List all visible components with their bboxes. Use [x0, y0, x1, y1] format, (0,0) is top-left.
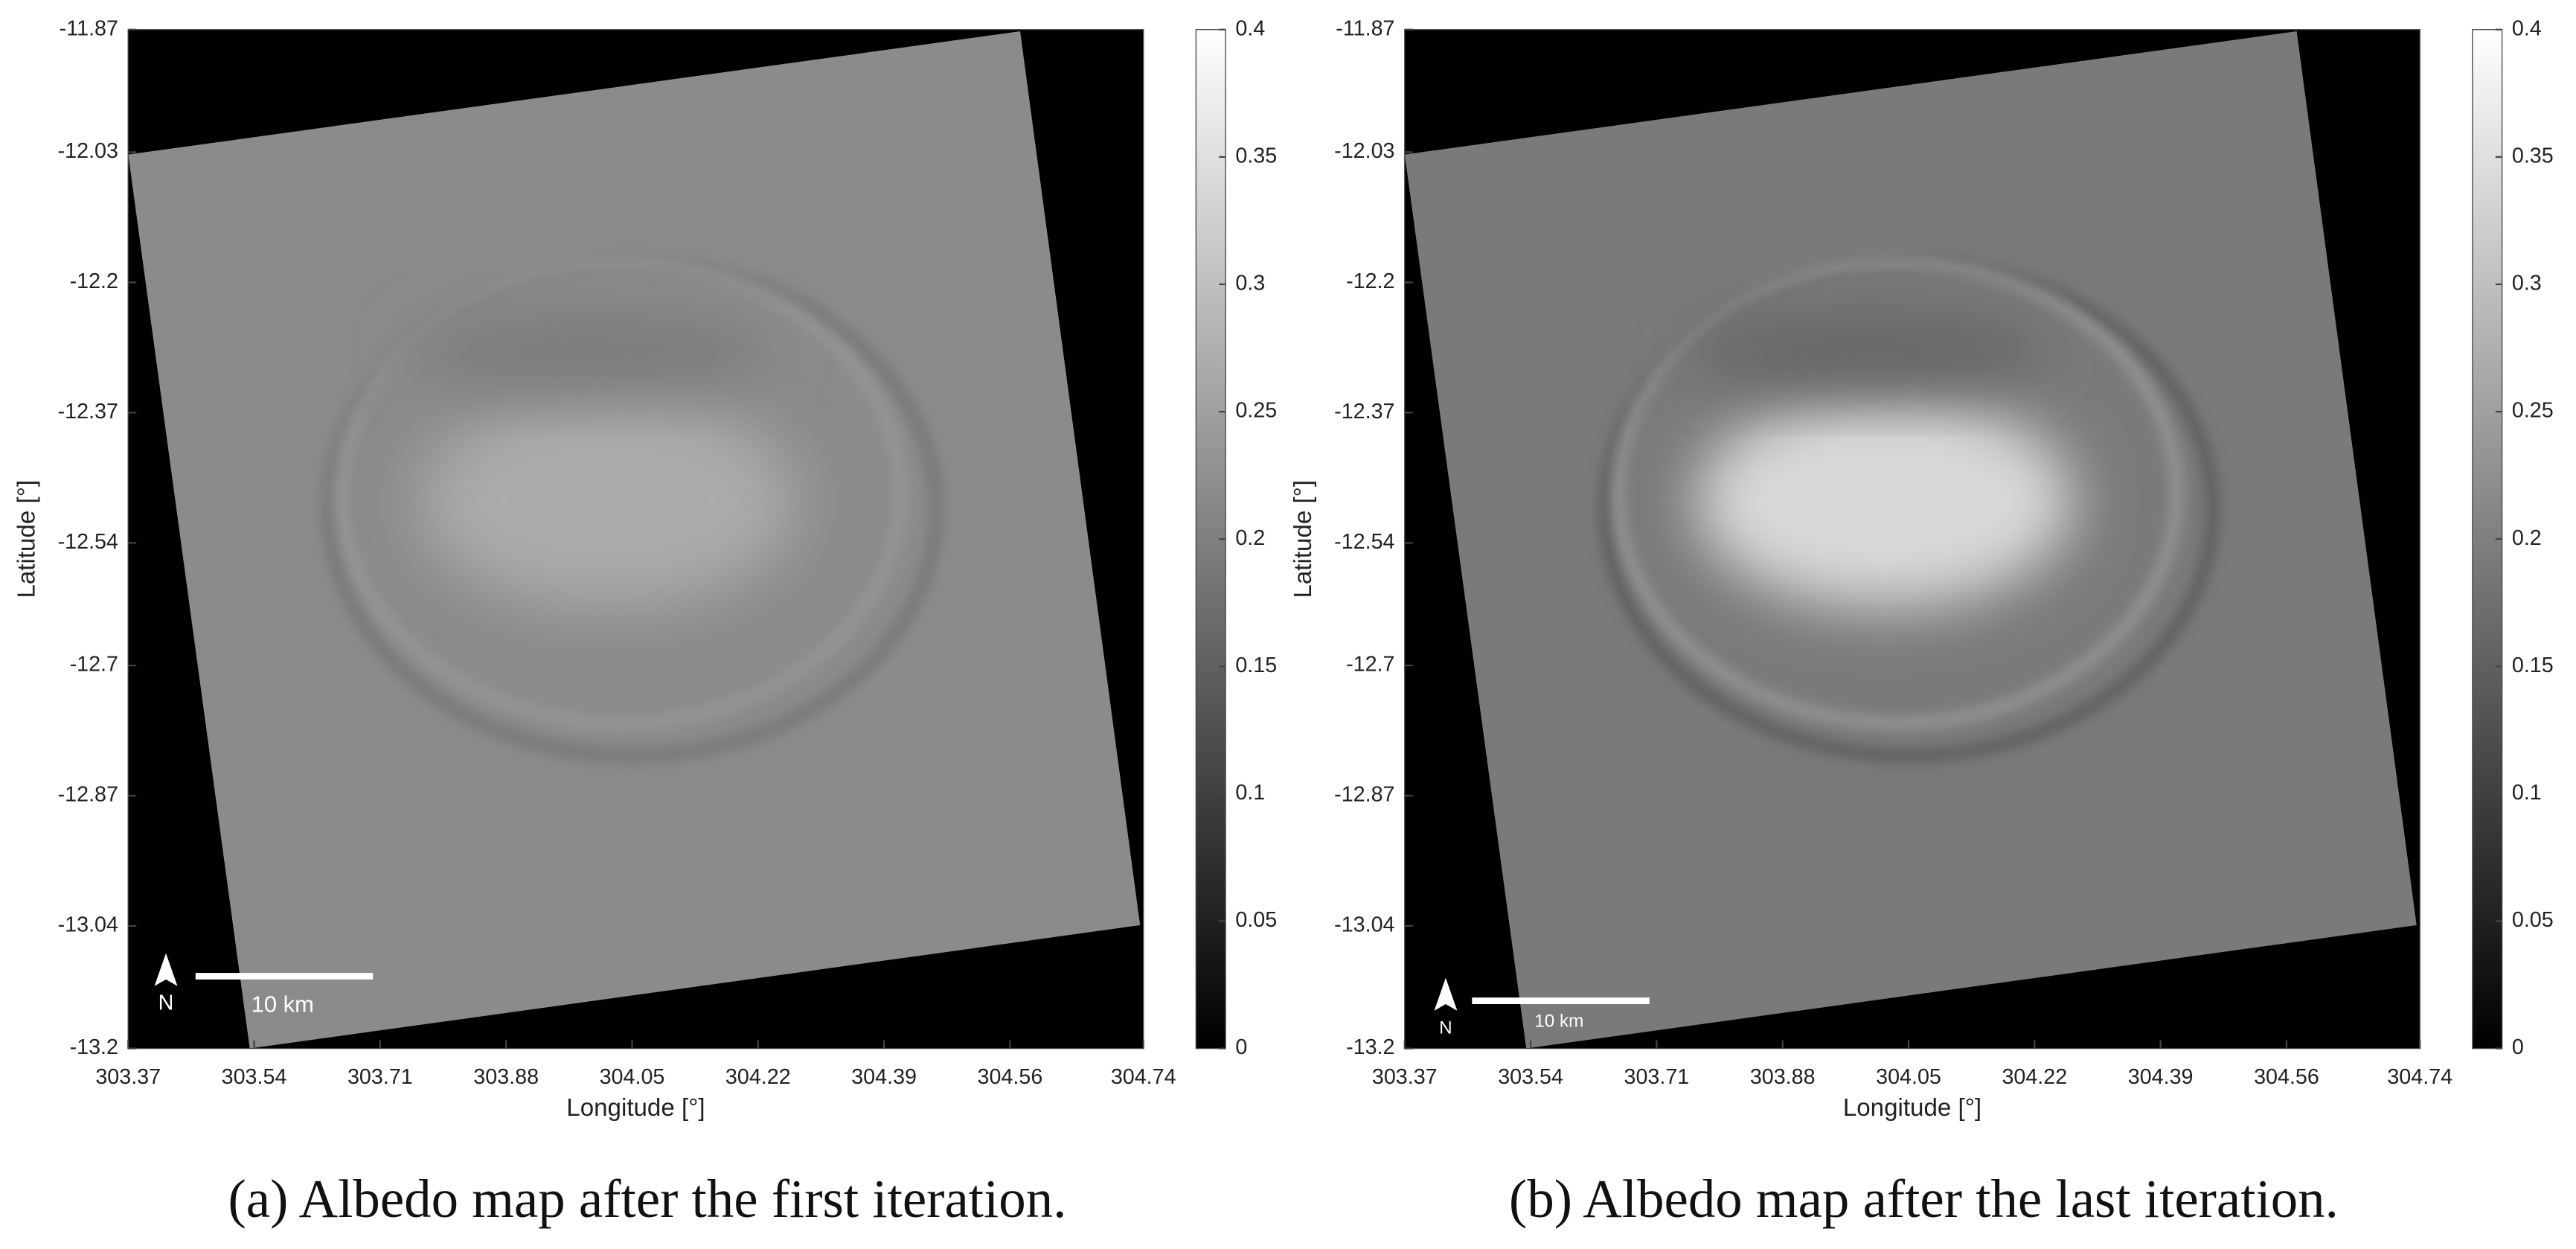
- x-axis-label: Longitude [°]: [566, 1094, 705, 1122]
- colorbar-tick-label: 0.15: [2512, 654, 2554, 677]
- bright-region: [419, 394, 797, 608]
- colorbar-tick-label: 0.2: [1235, 526, 1265, 550]
- x-tick-label: 303.37: [1372, 1065, 1438, 1089]
- colorbar-tick-label: 0.1: [2512, 781, 2542, 805]
- x-axis-label: Longitude [°]: [1843, 1094, 1981, 1122]
- colorbar-tick-label: 0.35: [2512, 144, 2554, 167]
- x-tick-label: 304.74: [1111, 1065, 1176, 1089]
- colorbar-tick-label: 0.4: [2512, 16, 2542, 40]
- north-label: N: [158, 991, 174, 1015]
- x-tick-label: 303.88: [473, 1065, 539, 1089]
- north-arrow: [1434, 977, 1458, 1011]
- x-tick-label: 304.39: [2128, 1065, 2194, 1089]
- y-axis-label: Latitude [°]: [13, 480, 40, 598]
- y-tick-label: -11.87: [60, 16, 118, 40]
- y-tick-label: -12.37: [1334, 400, 1394, 424]
- y-tick-label: -12.7: [70, 653, 118, 677]
- caption: (b) Albedo map after the last iteration.: [1509, 1169, 2339, 1229]
- y-tick-label: -13.2: [70, 1035, 118, 1059]
- colorbar-tick-label: 0.3: [2512, 272, 2542, 296]
- x-tick-label: 303.37: [95, 1065, 161, 1089]
- y-tick-label: -12.7: [1346, 653, 1394, 677]
- dark-region: [410, 312, 772, 394]
- x-tick-label: 303.71: [347, 1065, 413, 1089]
- crater-rim: [336, 258, 906, 729]
- x-tick-label: 304.05: [1876, 1065, 1941, 1089]
- dark-region: [1687, 312, 2049, 394]
- scale-bar-label: 10 km: [251, 991, 314, 1017]
- albedo-image: [128, 31, 1141, 1049]
- colorbar-tick-label: 0.4: [1235, 16, 1265, 40]
- x-tick-label: 303.54: [1498, 1065, 1563, 1089]
- north-label: N: [1439, 1018, 1452, 1038]
- x-tick-label: 304.56: [2254, 1065, 2319, 1089]
- colorbar-tick-label: 0.15: [1235, 654, 1277, 677]
- colorbar-tick-label: 0.3: [1235, 272, 1265, 296]
- colorbar-tick-label: 0.05: [1235, 908, 1277, 932]
- colorbar-tick-label: 0.2: [2512, 526, 2542, 550]
- x-tick-label: 303.88: [1750, 1065, 1816, 1089]
- y-tick-label: -12.87: [1334, 783, 1394, 807]
- y-tick-label: -12.2: [1346, 269, 1394, 293]
- scale-bar-label: 10 km: [1534, 1012, 1583, 1032]
- x-tick-label: 304.74: [2387, 1065, 2452, 1089]
- x-tick-label: 304.22: [725, 1065, 791, 1089]
- x-tick-label: 303.54: [222, 1065, 287, 1089]
- image-content: [128, 31, 1141, 1049]
- albedo-image: [1404, 31, 2417, 1049]
- y-tick-label: -12.54: [1334, 530, 1394, 554]
- y-tick-label: -12.87: [58, 783, 118, 807]
- y-tick-label: -12.54: [58, 530, 118, 554]
- y-tick-label: -12.2: [70, 269, 118, 293]
- x-tick-label: 304.39: [851, 1065, 917, 1089]
- y-tick-label: -13.2: [1346, 1035, 1394, 1059]
- colorbar-tick-label: 0.25: [2512, 399, 2554, 423]
- y-tick-label: -12.03: [1334, 139, 1394, 163]
- caption: (a) Albedo map after the first iteration…: [228, 1169, 1066, 1229]
- image-content: [1404, 31, 2417, 1049]
- colorbar-tick-label: 0: [1235, 1035, 1247, 1059]
- axes-frame: [1404, 29, 2420, 1050]
- x-tick-label: 303.71: [1624, 1065, 1690, 1089]
- x-tick-label: 304.56: [978, 1065, 1043, 1089]
- scale-bar: [195, 973, 374, 980]
- colorbar-tick-label: 0: [2512, 1035, 2524, 1059]
- y-tick-label: -13.04: [1334, 913, 1394, 937]
- north-arrow: [154, 953, 178, 986]
- scale-bar: [1472, 997, 1650, 1005]
- y-tick-label: -13.04: [58, 913, 118, 937]
- y-tick-label: -12.37: [58, 400, 118, 424]
- colorbar-tick-label: 0.35: [1235, 144, 1277, 167]
- x-tick-label: 304.05: [600, 1065, 665, 1089]
- colorbar-tick-label: 0.05: [2512, 908, 2554, 932]
- y-tick-label: -11.87: [1336, 16, 1394, 40]
- y-tick-label: -12.03: [58, 139, 118, 163]
- axes-frame: [127, 29, 1144, 1050]
- crater-rim: [1613, 258, 2182, 729]
- colorbar-tick-label: 0.25: [1235, 399, 1277, 423]
- x-tick-label: 304.22: [2002, 1065, 2067, 1089]
- y-axis-label: Latitude [°]: [1289, 480, 1317, 598]
- colorbar-tick-label: 0.1: [1235, 781, 1265, 805]
- bright-region: [1695, 394, 2074, 608]
